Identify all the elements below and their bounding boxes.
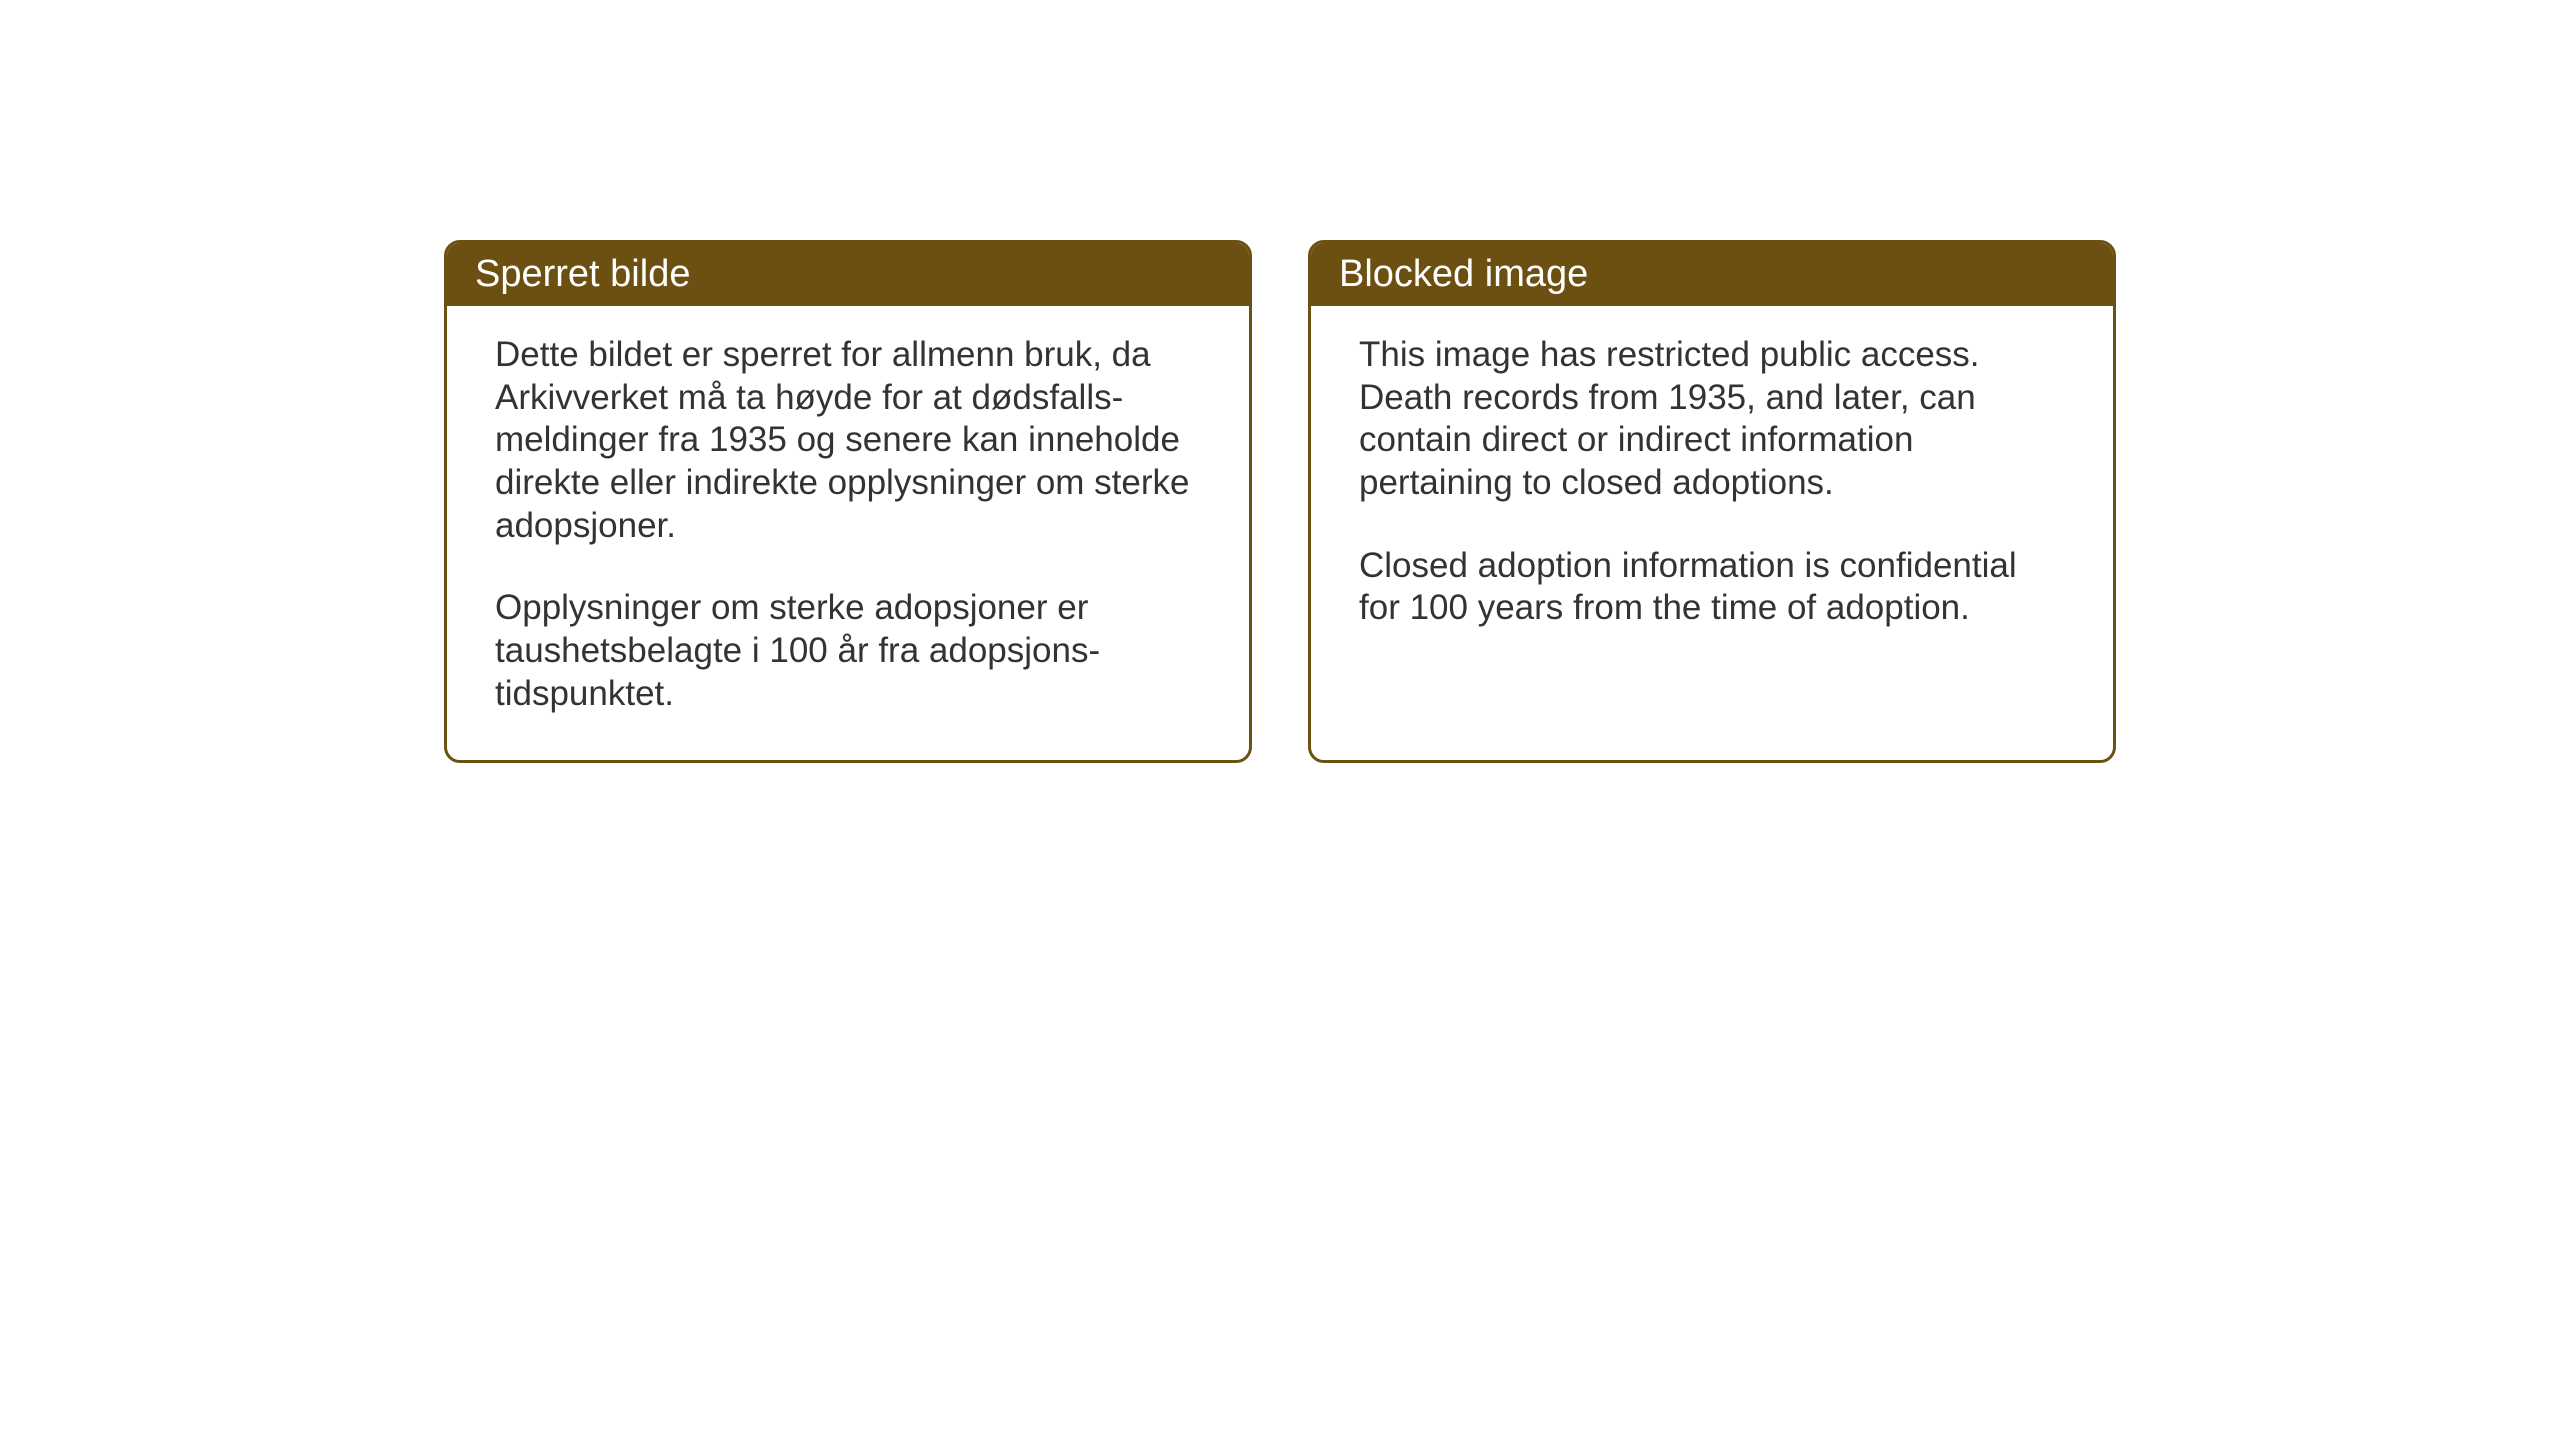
card-title-norwegian: Sperret bilde (475, 253, 690, 295)
card-body-english: This image has restricted public access.… (1311, 306, 2113, 674)
card-paragraph-1-english: This image has restricted public access.… (1359, 334, 2065, 505)
cards-container: Sperret bilde Dette bildet er sperret fo… (444, 240, 2116, 763)
card-body-norwegian: Dette bildet er sperret for allmenn bruk… (447, 306, 1249, 760)
card-paragraph-2-english: Closed adoption information is confident… (1359, 545, 2065, 630)
card-header-norwegian: Sperret bilde (447, 243, 1249, 306)
card-paragraph-1-norwegian: Dette bildet er sperret for allmenn bruk… (495, 334, 1201, 547)
card-paragraph-2-norwegian: Opplysninger om sterke adopsjoner er tau… (495, 587, 1201, 715)
card-norwegian: Sperret bilde Dette bildet er sperret fo… (444, 240, 1252, 763)
card-english: Blocked image This image has restricted … (1308, 240, 2116, 763)
card-header-english: Blocked image (1311, 243, 2113, 306)
card-title-english: Blocked image (1339, 253, 1588, 295)
